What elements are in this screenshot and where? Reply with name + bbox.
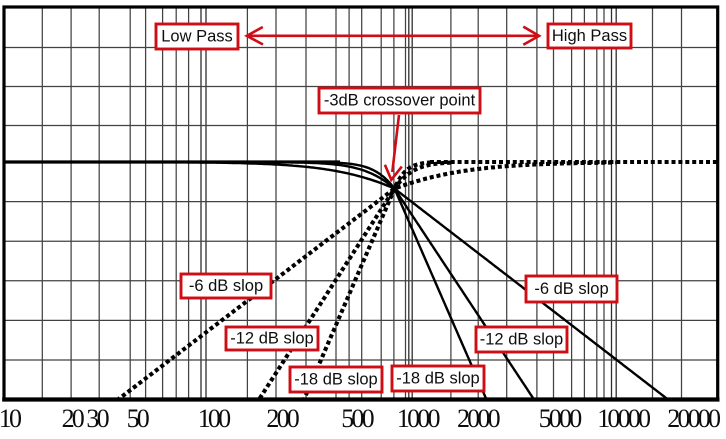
svg-text:-18 dB slop: -18 dB slop: [396, 369, 479, 387]
svg-text:10000: 10000: [597, 404, 651, 433]
svg-text:-6 dB slop: -6 dB slop: [534, 280, 608, 298]
svg-text:-6 dB slop: -6 dB slop: [189, 277, 263, 295]
svg-text:10: 10: [0, 404, 22, 433]
svg-text:50: 50: [127, 404, 150, 433]
svg-text:-18 dB slop: -18 dB slop: [294, 370, 377, 388]
svg-text:20: 20: [62, 404, 85, 433]
svg-text:1000: 1000: [397, 404, 441, 433]
svg-text:High Pass: High Pass: [552, 27, 627, 45]
svg-text:-12 dB slop: -12 dB slop: [230, 329, 313, 347]
svg-text:100: 100: [198, 404, 231, 433]
svg-text:-12 dB slop: -12 dB slop: [480, 330, 563, 348]
svg-text:500: 500: [341, 404, 374, 433]
svg-text:30: 30: [86, 404, 109, 433]
svg-text:Low Pass: Low Pass: [161, 27, 233, 45]
svg-text:-3dB crossover point: -3dB crossover point: [324, 91, 476, 109]
svg-text:20000: 20000: [667, 404, 721, 433]
svg-text:2000: 2000: [457, 404, 501, 433]
svg-text:5000: 5000: [539, 404, 583, 433]
svg-text:200: 200: [266, 404, 299, 433]
